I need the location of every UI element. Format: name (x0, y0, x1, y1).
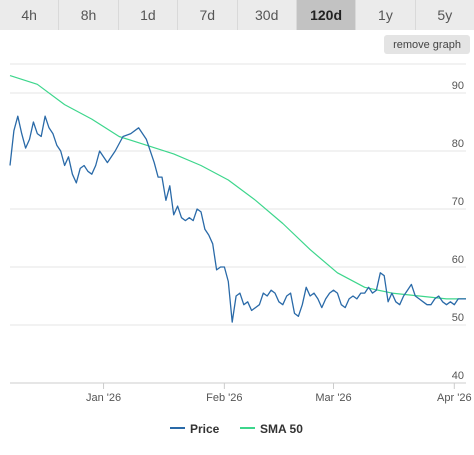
range-button-120d[interactable]: 120d (296, 0, 357, 30)
y-tick-label: 50 (452, 312, 464, 324)
range-selector: 4h 8h 1d 7d 30d 120d 1y 5y (0, 0, 474, 30)
range-button-30d[interactable]: 30d (237, 0, 297, 30)
range-button-1y[interactable]: 1y (356, 0, 416, 30)
x-tick-label: Apr '26 (437, 392, 472, 404)
x-tick-label: Mar '26 (315, 392, 351, 404)
series-line-price (9, 115, 466, 323)
x-tick-label: Jan '26 (86, 392, 121, 404)
legend-label-sma-50[interactable]: SMA 50 (260, 422, 303, 436)
y-tick-label: 90 (452, 80, 464, 92)
y-tick-label: 80 (452, 138, 464, 150)
y-tick-label: 40 (452, 370, 464, 382)
range-button-7d[interactable]: 7d (178, 0, 238, 30)
remove-graph-button[interactable]: remove graph (384, 35, 470, 54)
series-line-sma-50 (9, 75, 466, 300)
range-button-4h[interactable]: 4h (0, 0, 60, 30)
y-tick-label: 60 (452, 254, 464, 266)
range-button-8h[interactable]: 8h (59, 0, 119, 30)
range-button-5y[interactable]: 5y (415, 0, 474, 30)
legend-label-price[interactable]: Price (190, 422, 220, 436)
x-tick-label: Feb '26 (206, 392, 242, 404)
y-tick-label: 70 (452, 196, 464, 208)
range-button-1d[interactable]: 1d (118, 0, 179, 30)
